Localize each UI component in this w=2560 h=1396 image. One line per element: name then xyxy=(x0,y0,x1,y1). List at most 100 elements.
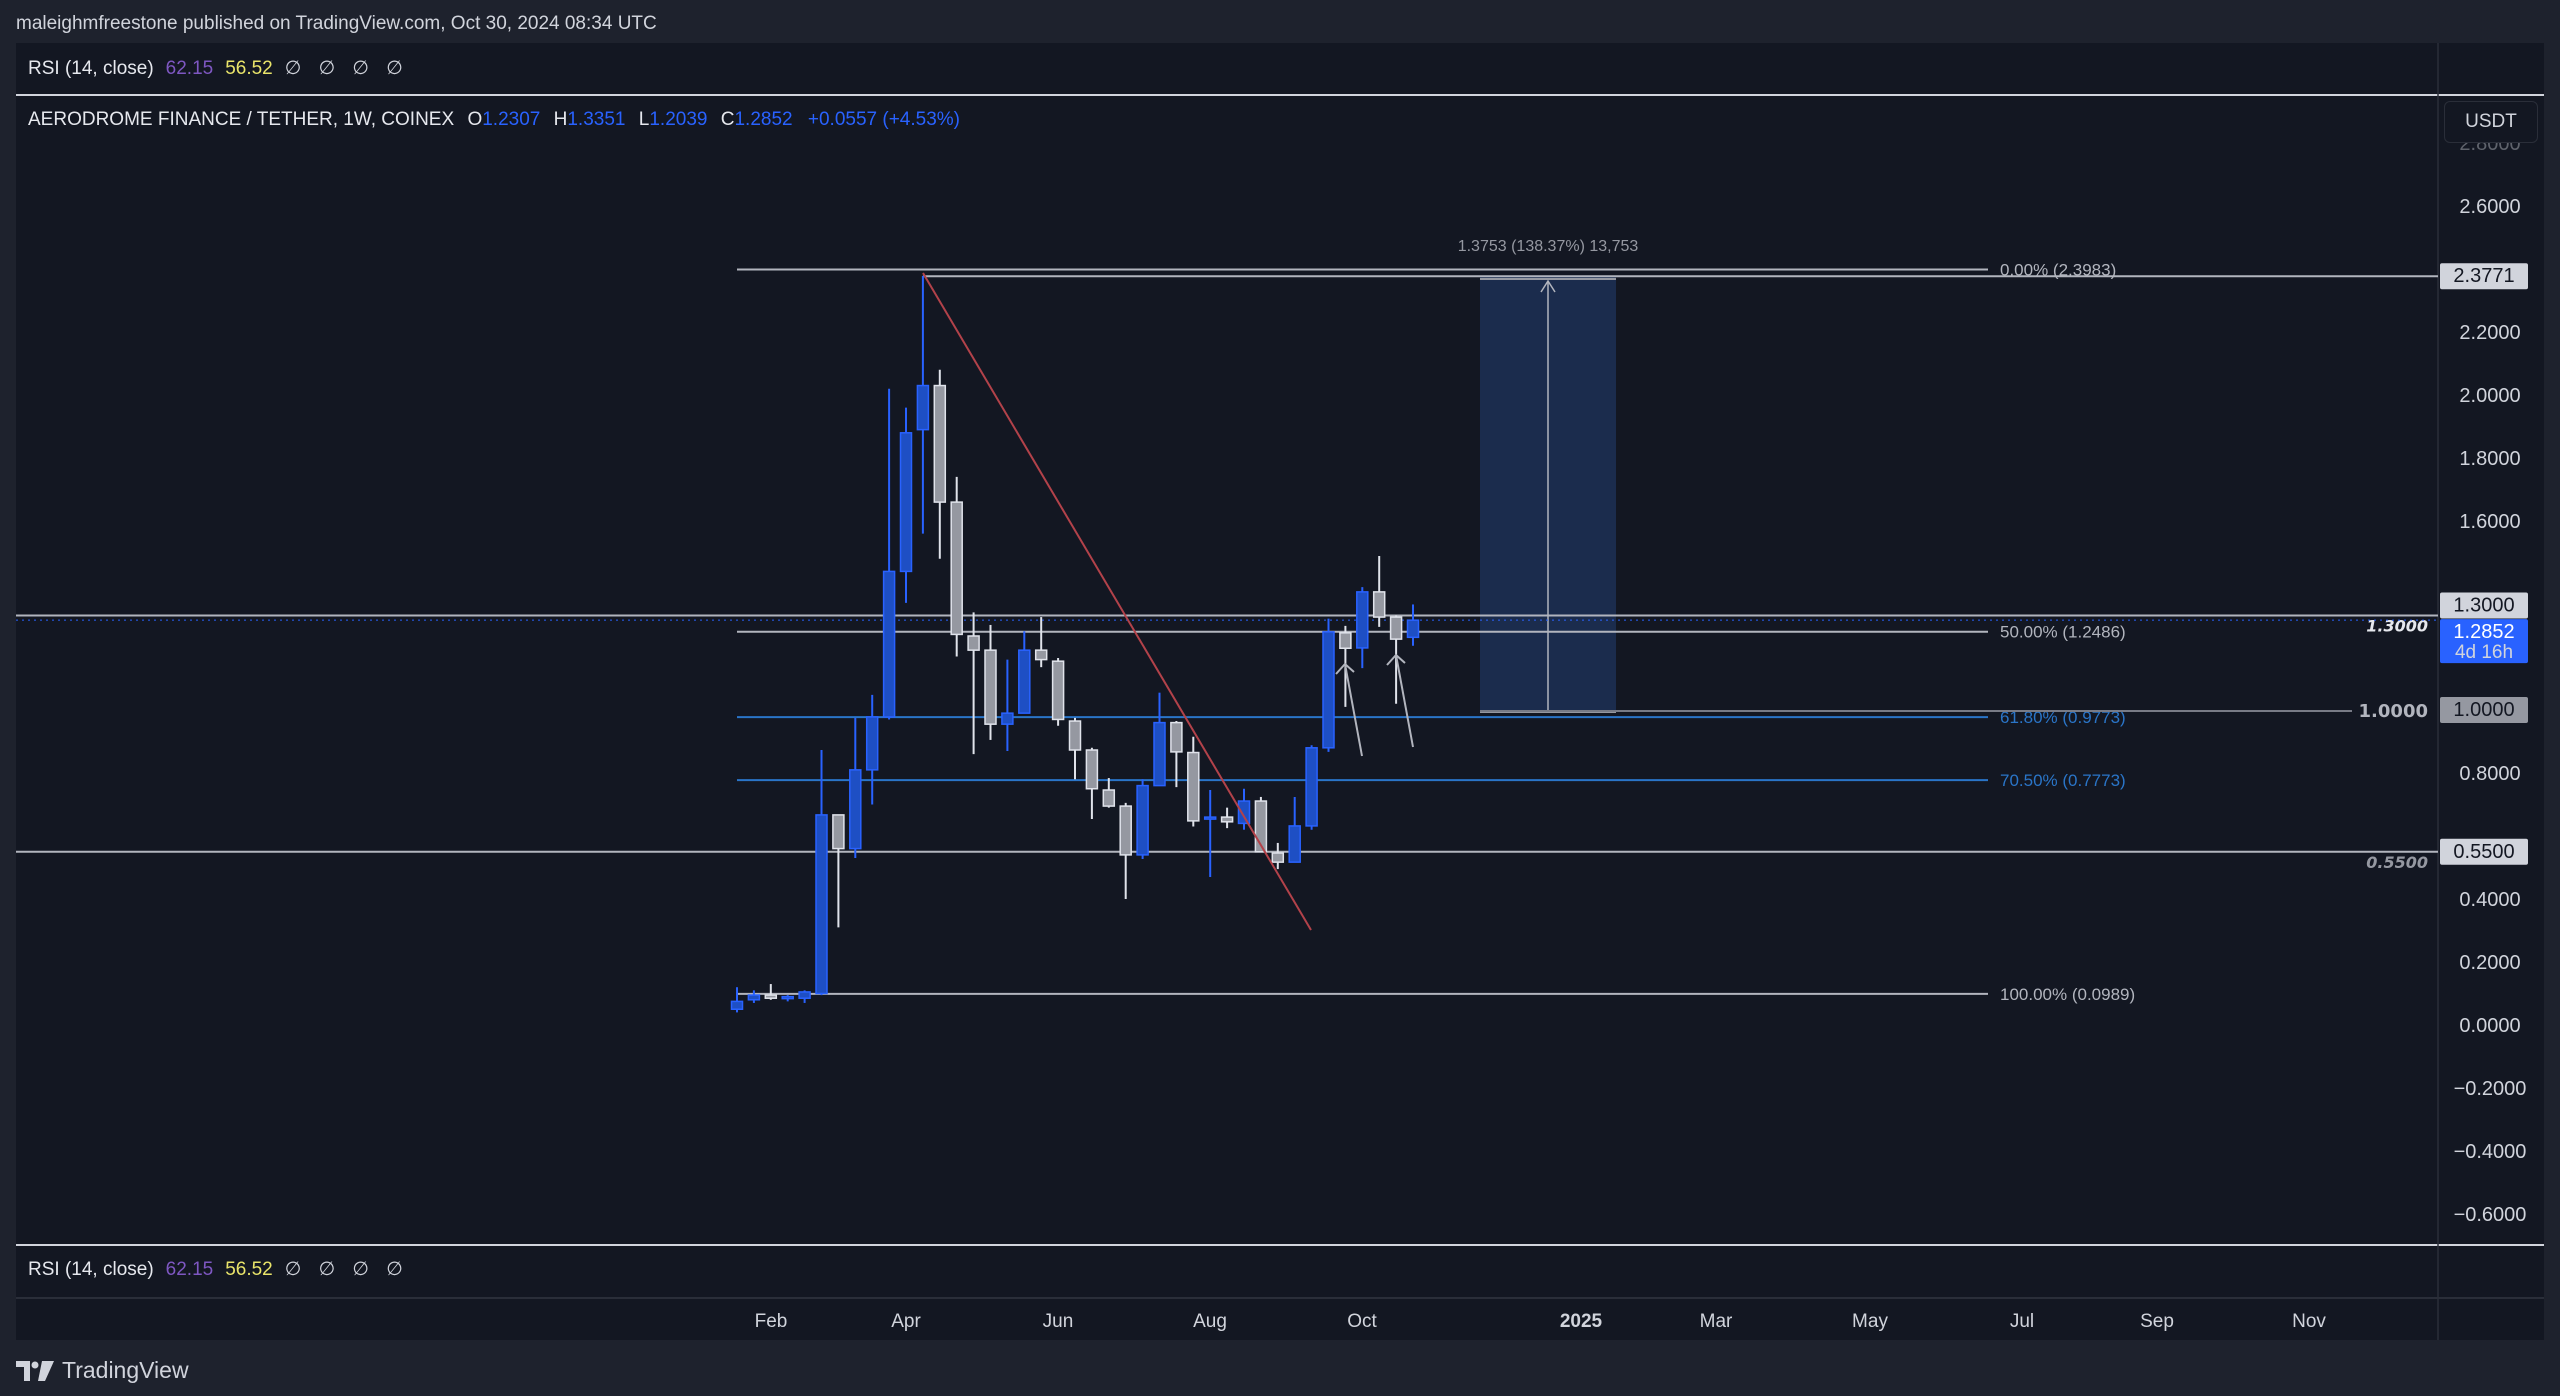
candle[interactable] xyxy=(899,407,913,603)
candle-body xyxy=(815,814,828,995)
candle-body xyxy=(1018,649,1031,714)
brand-name: TradingView xyxy=(62,1357,189,1383)
candle[interactable] xyxy=(1322,618,1335,752)
close-value: 1.2852 xyxy=(734,109,793,130)
chart-container[interactable]: 1.3753 (138.37%) 13,753 0.00% (2.3983) 50.… xyxy=(16,43,2544,1340)
candle[interactable] xyxy=(1001,659,1014,751)
candle[interactable] xyxy=(1051,658,1065,726)
tradingview-brand[interactable]: TradingView xyxy=(16,1357,189,1384)
candle-body xyxy=(1085,749,1099,790)
candle[interactable] xyxy=(1288,796,1301,863)
candle[interactable] xyxy=(1068,717,1082,780)
price-badge[interactable]: 1.0000 xyxy=(2440,697,2528,723)
candle[interactable] xyxy=(1220,807,1234,829)
candle[interactable] xyxy=(865,694,879,805)
candle[interactable] xyxy=(984,624,997,740)
candle[interactable] xyxy=(1356,587,1369,669)
candle-body xyxy=(1068,720,1082,751)
candle-body xyxy=(1288,825,1301,863)
time-tick: Feb xyxy=(755,1311,788,1332)
price-chart[interactable]: 1.3753 (138.37%) 13,753 0.00% (2.3983) 50.… xyxy=(16,43,2544,1340)
arrow-icon[interactable] xyxy=(1395,654,1414,748)
price-tick: 0.4000 xyxy=(2459,889,2520,911)
measure-label: 1.3753 (138.37%) 13,753 xyxy=(1458,238,1639,255)
candle[interactable] xyxy=(849,717,862,859)
candle[interactable] xyxy=(764,984,778,1000)
price-badge[interactable]: 1.3000 xyxy=(2440,592,2528,619)
rsi-label: RSI (14, close) xyxy=(28,57,154,79)
rsi-legend-top[interactable]: RSI (14, close) 62.15 56.52 ∅ ∅ ∅ ∅ xyxy=(28,57,409,80)
price-badge-bg xyxy=(2440,619,2528,664)
price-badge-bg xyxy=(2440,697,2528,723)
candle[interactable] xyxy=(1018,631,1031,714)
time-tick: Apr xyxy=(891,1311,921,1332)
price-badge-text: 2.3771 xyxy=(2453,265,2514,287)
candle-body xyxy=(1001,712,1014,725)
trendline[interactable] xyxy=(922,272,1312,931)
fib-level-label: 70.50% (0.7773) xyxy=(2000,771,2126,790)
rsi-ma-value: 56.52 xyxy=(225,1258,273,1280)
price-badge-bg xyxy=(2440,263,2528,290)
candle-body xyxy=(950,501,963,636)
open-label: O xyxy=(467,109,483,130)
candle[interactable] xyxy=(933,369,947,559)
price-badge-text: 1.2852 xyxy=(2453,621,2514,643)
candle[interactable] xyxy=(967,612,980,755)
price-badge[interactable]: 0.5500 xyxy=(2440,838,2528,865)
candle[interactable] xyxy=(747,990,761,1003)
candle[interactable] xyxy=(1136,779,1149,859)
candle-body xyxy=(1271,852,1285,863)
publish-info: maleighmfreestone published on TradingVi… xyxy=(16,13,657,34)
candle[interactable] xyxy=(882,388,896,720)
candle-body xyxy=(1034,649,1048,661)
rsi-value: 62.15 xyxy=(165,1258,214,1280)
candle[interactable] xyxy=(1305,745,1318,830)
rsi-na-values: ∅ ∅ ∅ ∅ xyxy=(284,58,409,79)
currency-button[interactable]: USDT xyxy=(2444,101,2538,143)
candle-body xyxy=(747,994,761,1001)
countdown-text: 4d 16h xyxy=(2455,642,2513,663)
candle[interactable] xyxy=(1085,747,1099,819)
candle[interactable] xyxy=(815,750,828,996)
candle[interactable] xyxy=(1034,617,1048,668)
close-label: C xyxy=(720,109,735,130)
candle-body xyxy=(1254,800,1268,853)
candle[interactable] xyxy=(1119,802,1132,899)
candle[interactable] xyxy=(1203,790,1217,877)
candle-body xyxy=(1339,632,1352,650)
price-tick: −0.4000 xyxy=(2454,1141,2527,1163)
candle[interactable] xyxy=(916,275,930,534)
candle-body xyxy=(865,716,879,771)
price-tick: −0.2000 xyxy=(2454,1078,2527,1100)
candle[interactable] xyxy=(1237,788,1251,830)
candle[interactable] xyxy=(798,990,811,1003)
candle[interactable] xyxy=(1187,736,1200,827)
candle-body xyxy=(1119,805,1132,856)
candle[interactable] xyxy=(1102,778,1116,808)
symbol-legend[interactable]: AERODROME FINANCE / TETHER, 1W, COINEX O… xyxy=(28,109,960,131)
candle[interactable] xyxy=(1170,721,1183,788)
candle[interactable] xyxy=(781,995,794,1002)
candle-body xyxy=(832,814,845,850)
candle[interactable] xyxy=(1372,555,1386,627)
candle[interactable] xyxy=(1406,604,1420,646)
rsi-legend-bottom[interactable]: RSI (14, close) 62.15 56.52 ∅ ∅ ∅ ∅ xyxy=(28,1258,409,1281)
candle[interactable] xyxy=(1271,842,1285,870)
candle-body xyxy=(1322,631,1335,749)
candle-body xyxy=(882,570,896,718)
candle-body xyxy=(967,635,980,651)
candle-body xyxy=(916,384,930,431)
candle-body xyxy=(730,1000,744,1010)
time-tick: 2025 xyxy=(1560,1311,1603,1332)
fib-level-label: 61.80% (0.9773) xyxy=(2000,708,2126,727)
candle[interactable] xyxy=(950,476,963,657)
candle[interactable] xyxy=(1254,796,1268,853)
arrow-icon[interactable] xyxy=(1344,663,1363,757)
candle[interactable] xyxy=(1153,692,1166,787)
candle[interactable] xyxy=(730,987,744,1013)
candle[interactable] xyxy=(832,814,845,928)
price-badge[interactable]: 2.3771 xyxy=(2440,263,2528,290)
fib-level-label: 0.00% (2.3983) xyxy=(2000,261,2116,280)
candle-body xyxy=(764,994,778,999)
